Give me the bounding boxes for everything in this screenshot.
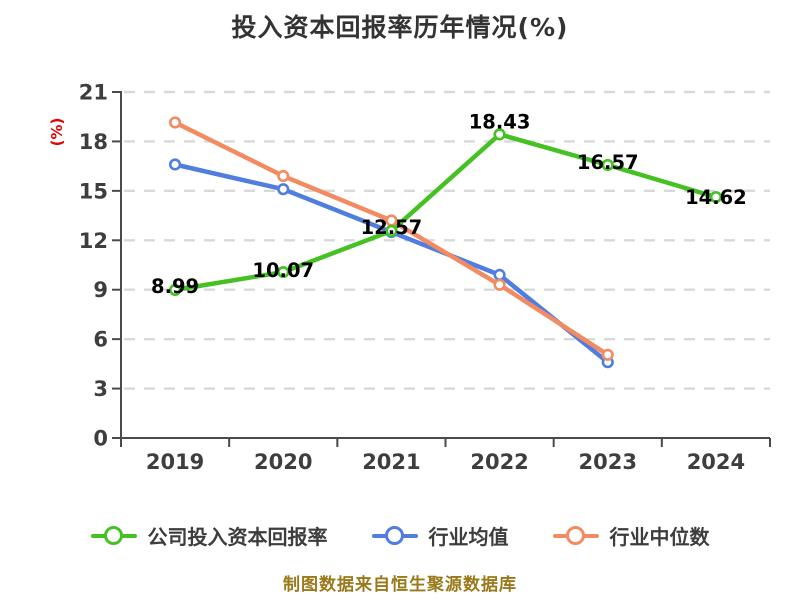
legend-label: 行业中位数 xyxy=(609,525,710,549)
y-tick-label: 15 xyxy=(79,179,108,203)
legend-marker-icon xyxy=(552,525,599,547)
y-tick-label: 18 xyxy=(79,130,108,154)
data-point-marker xyxy=(601,158,614,172)
legend-label: 公司投入资本回报率 xyxy=(147,525,328,549)
data-point-label: 18.43 xyxy=(469,110,531,133)
data-point-label: 10.07 xyxy=(252,259,314,282)
legend-label: 行业均值 xyxy=(428,525,509,549)
chart-title: 投入资本回报率历年情况(%) xyxy=(231,13,569,42)
data-point-label: 14.62 xyxy=(685,186,747,209)
legend-item-company-roic: 公司投入资本回报率 xyxy=(90,521,328,550)
data-point-marker xyxy=(493,128,506,141)
data-point-marker xyxy=(493,268,506,281)
footer-note: 制图数据来自恒生聚源数据库 xyxy=(283,575,517,595)
data-point-label: 16.57 xyxy=(577,151,639,174)
legend: 公司投入资本回报率 行业均值 行业中位数 xyxy=(0,521,800,550)
legend-marker-icon xyxy=(90,525,137,547)
data-point-marker xyxy=(277,183,290,196)
y-tick-label: 6 xyxy=(93,328,108,352)
x-tick-label: 2019 xyxy=(146,450,204,474)
x-tick-label: 2024 xyxy=(687,450,745,474)
data-point-marker xyxy=(168,116,182,129)
x-tick-label: 2022 xyxy=(470,450,528,474)
x-tick-label: 2021 xyxy=(362,450,420,474)
data-point-marker xyxy=(168,283,182,296)
data-point-marker xyxy=(385,224,398,237)
legend-item-industry-avg: 行业均值 xyxy=(371,521,509,550)
y-tick-label: 3 xyxy=(93,377,108,401)
y-tick-label: 21 xyxy=(79,81,108,105)
x-tick-label: 2023 xyxy=(579,450,637,474)
x-tick-label: 2020 xyxy=(254,450,312,474)
y-tick-label: 0 xyxy=(93,427,108,451)
y-tick-label: 9 xyxy=(93,278,108,302)
data-point-label: 12.57 xyxy=(361,216,423,239)
data-point-label: 8.99 xyxy=(151,275,199,298)
data-point-marker xyxy=(601,348,614,361)
data-point-marker xyxy=(277,265,290,279)
data-point-marker xyxy=(493,278,506,291)
data-point-marker xyxy=(709,191,723,204)
data-point-marker xyxy=(168,158,182,171)
company-roic-line xyxy=(172,132,719,293)
industry-avg-line xyxy=(172,162,610,365)
legend-marker-icon xyxy=(371,525,418,547)
legend-item-industry-median: 行业中位数 xyxy=(552,521,710,550)
y-tick-label: 12 xyxy=(79,229,108,253)
data-point-marker xyxy=(277,169,290,183)
